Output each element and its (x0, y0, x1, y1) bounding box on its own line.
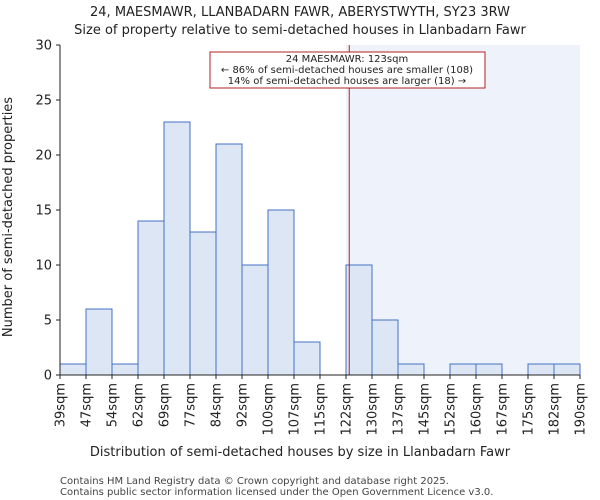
annotation-line-3: 14% of semi-detached houses are larger (… (228, 76, 466, 87)
bar-160sqm (475, 363, 503, 376)
footer-line-1: Contains HM Land Registry data © Crown c… (60, 476, 449, 487)
x-tick-label: 77sqm (184, 383, 199, 427)
x-tick-label: 190sqm (574, 383, 589, 436)
annotation-box: 24 MAESMAWR: 123sqm ← 86% of semi-detach… (209, 51, 486, 89)
x-tick-label: 182sqm (548, 383, 563, 436)
x-tick-label: 84sqm (210, 383, 225, 427)
bar-122sqm (345, 264, 373, 376)
y-axis-label: Number of semi-detached properties (1, 97, 16, 337)
bar-69sqm (163, 121, 191, 376)
x-tick-label: 39sqm (54, 383, 69, 427)
bar-84sqm (215, 143, 243, 376)
x-tick-label: 69sqm (158, 383, 173, 427)
bar-92sqm (241, 264, 269, 376)
x-tick-label: 62sqm (132, 383, 147, 427)
bar-152sqm (449, 363, 477, 376)
bar-47sqm (85, 308, 113, 376)
bar-137sqm (397, 363, 425, 376)
x-tick-label: 167sqm (496, 383, 511, 436)
bar-130sqm (371, 319, 399, 376)
bar-77sqm (189, 231, 217, 376)
annotation-line-1: 24 MAESMAWR: 123sqm (286, 54, 408, 65)
x-tick-label: 115sqm (314, 383, 329, 436)
y-tick-label: 20 (35, 149, 52, 164)
y-tick-label: 25 (35, 94, 52, 109)
footer-line-2: Contains public sector information licen… (60, 487, 493, 498)
x-tick-label: 152sqm (444, 383, 459, 436)
y-tick-label: 0 (44, 369, 52, 384)
chart-title: 24, MAESMAWR, LLANBADARN FAWR, ABERYSTWY… (90, 5, 510, 20)
x-tick-label: 175sqm (522, 383, 537, 436)
y-tick-label: 15 (35, 204, 52, 219)
x-tick-label: 92sqm (236, 383, 251, 427)
bar-62sqm (137, 220, 165, 376)
y-tick-label: 10 (35, 259, 52, 274)
x-tick-label: 47sqm (80, 383, 95, 427)
x-tick-label: 122sqm (340, 383, 355, 436)
x-tick-label: 130sqm (366, 383, 381, 436)
bar-39sqm (59, 363, 87, 376)
annotation-line-2: ← 86% of semi-detached houses are smalle… (221, 65, 473, 76)
bar-175sqm (527, 363, 555, 376)
x-tick-label: 54sqm (106, 383, 121, 427)
x-tick-label: 107sqm (288, 383, 303, 436)
x-axis-label: Distribution of semi-detached houses by … (90, 445, 511, 460)
x-tick-label: 100sqm (262, 383, 277, 436)
bar-100sqm (267, 209, 295, 376)
bar-182sqm (553, 363, 581, 376)
x-tick-label: 160sqm (470, 383, 485, 436)
bar-54sqm (111, 363, 139, 376)
x-tick-label: 145sqm (418, 383, 433, 436)
bar-107sqm (293, 341, 321, 376)
chart-subtitle: Size of property relative to semi-detach… (74, 23, 526, 38)
x-tick-label: 137sqm (392, 383, 407, 436)
y-tick-label: 30 (35, 39, 52, 54)
y-tick-label: 5 (44, 314, 52, 329)
